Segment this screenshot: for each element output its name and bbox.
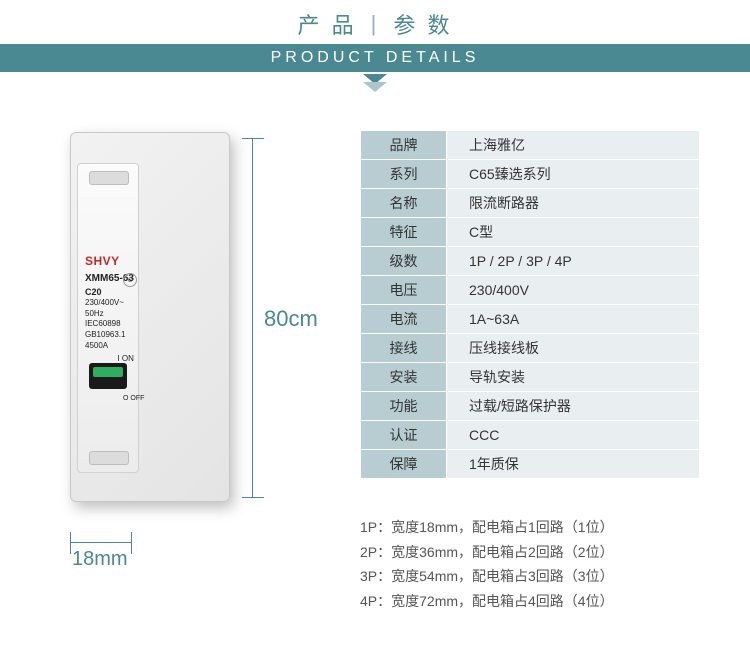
spec-key: 系列 — [361, 160, 447, 189]
dim-v-line — [252, 138, 253, 498]
label-spec2: 50Hz — [85, 309, 134, 320]
spec-row: 接线压线接线板 — [361, 334, 700, 363]
header-title-en: PRODUCT DETAILS — [0, 44, 750, 72]
note-line: 2P：宽度36mm，配电箱占2回路（2位） — [360, 540, 730, 565]
product-illustration: SHVY XMM65-63 C20 230/400V~ 50Hz IEC6089… — [60, 122, 360, 612]
spec-key: 电流 — [361, 305, 447, 334]
note-line: 4P：宽度72mm，配电箱占4回路（4位） — [360, 589, 730, 614]
spec-value: 1A~63A — [447, 305, 700, 334]
spec-key: 安装 — [361, 363, 447, 392]
breaker-label: SHVY XMM65-63 C20 230/400V~ 50Hz IEC6089… — [85, 253, 134, 365]
spec-key: 电压 — [361, 276, 447, 305]
spec-value: 上海雅亿 — [447, 131, 700, 160]
spec-row: 电流1A~63A — [361, 305, 700, 334]
spec-key: 接线 — [361, 334, 447, 363]
label-off: O OFF — [123, 395, 144, 402]
spec-row: 名称限流断路器 — [361, 189, 700, 218]
spec-section: 品牌上海雅亿系列C65臻选系列名称限流断路器特征C型级数1P / 2P / 3P… — [360, 122, 730, 613]
spec-row: 安装导轨安装 — [361, 363, 700, 392]
spec-value: 压线接线板 — [447, 334, 700, 363]
label-spec1: 230/400V~ — [85, 298, 134, 309]
dim-h-line — [70, 542, 132, 543]
spec-key: 认证 — [361, 421, 447, 450]
spec-value: 1年质保 — [447, 450, 700, 479]
header-divider: | — [371, 11, 380, 37]
spec-row: 认证CCC — [361, 421, 700, 450]
spec-row: 系列C65臻选系列 — [361, 160, 700, 189]
dimension-horizontal: 18mm — [70, 522, 132, 572]
spec-value: CCC — [447, 421, 700, 450]
content: SHVY XMM65-63 C20 230/400V~ 50Hz IEC6089… — [0, 92, 750, 613]
label-spec4: GB10963.1 — [85, 330, 134, 341]
spec-row: 电压230/400V — [361, 276, 700, 305]
spec-value: 230/400V — [447, 276, 700, 305]
spec-row: 特征C型 — [361, 218, 700, 247]
note-line: 1P：宽度18mm，配电箱占1回路（1位） — [360, 515, 730, 540]
spec-value: 1P / 2P / 3P / 4P — [447, 247, 700, 276]
spec-value: 导轨安装 — [447, 363, 700, 392]
breaker-switch — [89, 363, 127, 389]
dim-width: 18mm — [72, 548, 128, 571]
header-cn-left: 产 品 — [298, 8, 357, 40]
spec-row: 功能过载/短路保护器 — [361, 392, 700, 421]
spec-value: 限流断路器 — [447, 189, 700, 218]
label-spec3: IEC60898 — [85, 319, 134, 330]
header: 产 品 | 参 数 PRODUCT DETAILS — [0, 0, 750, 92]
spec-key: 特征 — [361, 218, 447, 247]
spec-key: 功能 — [361, 392, 447, 421]
spec-row: 保障1年质保 — [361, 450, 700, 479]
dim-height: 80cm — [264, 306, 318, 332]
spec-value: 过载/短路保护器 — [447, 392, 700, 421]
label-spec5: 4500A — [85, 341, 134, 352]
spec-key: 名称 — [361, 189, 447, 218]
note-line: 3P：宽度54mm，配电箱占3回路（3位） — [360, 564, 730, 589]
spec-key: 保障 — [361, 450, 447, 479]
breaker-body: SHVY XMM65-63 C20 230/400V~ 50Hz IEC6089… — [70, 132, 230, 502]
label-brand: SHVY — [85, 253, 134, 269]
dimension-vertical: 80cm — [246, 138, 316, 498]
breaker-terminal-bottom — [89, 451, 129, 465]
spec-key: 品牌 — [361, 131, 447, 160]
spec-value: C65臻选系列 — [447, 160, 700, 189]
header-cn-right: 参 数 — [393, 8, 452, 40]
arrow-down-icon — [0, 72, 750, 92]
spec-key: 级数 — [361, 247, 447, 276]
spec-row: 级数1P / 2P / 3P / 4P — [361, 247, 700, 276]
spec-table: 品牌上海雅亿系列C65臻选系列名称限流断路器特征C型级数1P / 2P / 3P… — [360, 130, 700, 479]
notes: 1P：宽度18mm，配电箱占1回路（1位）2P：宽度36mm，配电箱占2回路（2… — [360, 515, 730, 613]
spec-value: C型 — [447, 218, 700, 247]
label-code: C20 — [85, 286, 134, 298]
ccc-mark-icon: C — [123, 273, 137, 287]
breaker-terminal-top — [89, 171, 129, 185]
header-title-cn: 产 品 | 参 数 — [0, 0, 750, 44]
spec-row: 品牌上海雅亿 — [361, 131, 700, 160]
